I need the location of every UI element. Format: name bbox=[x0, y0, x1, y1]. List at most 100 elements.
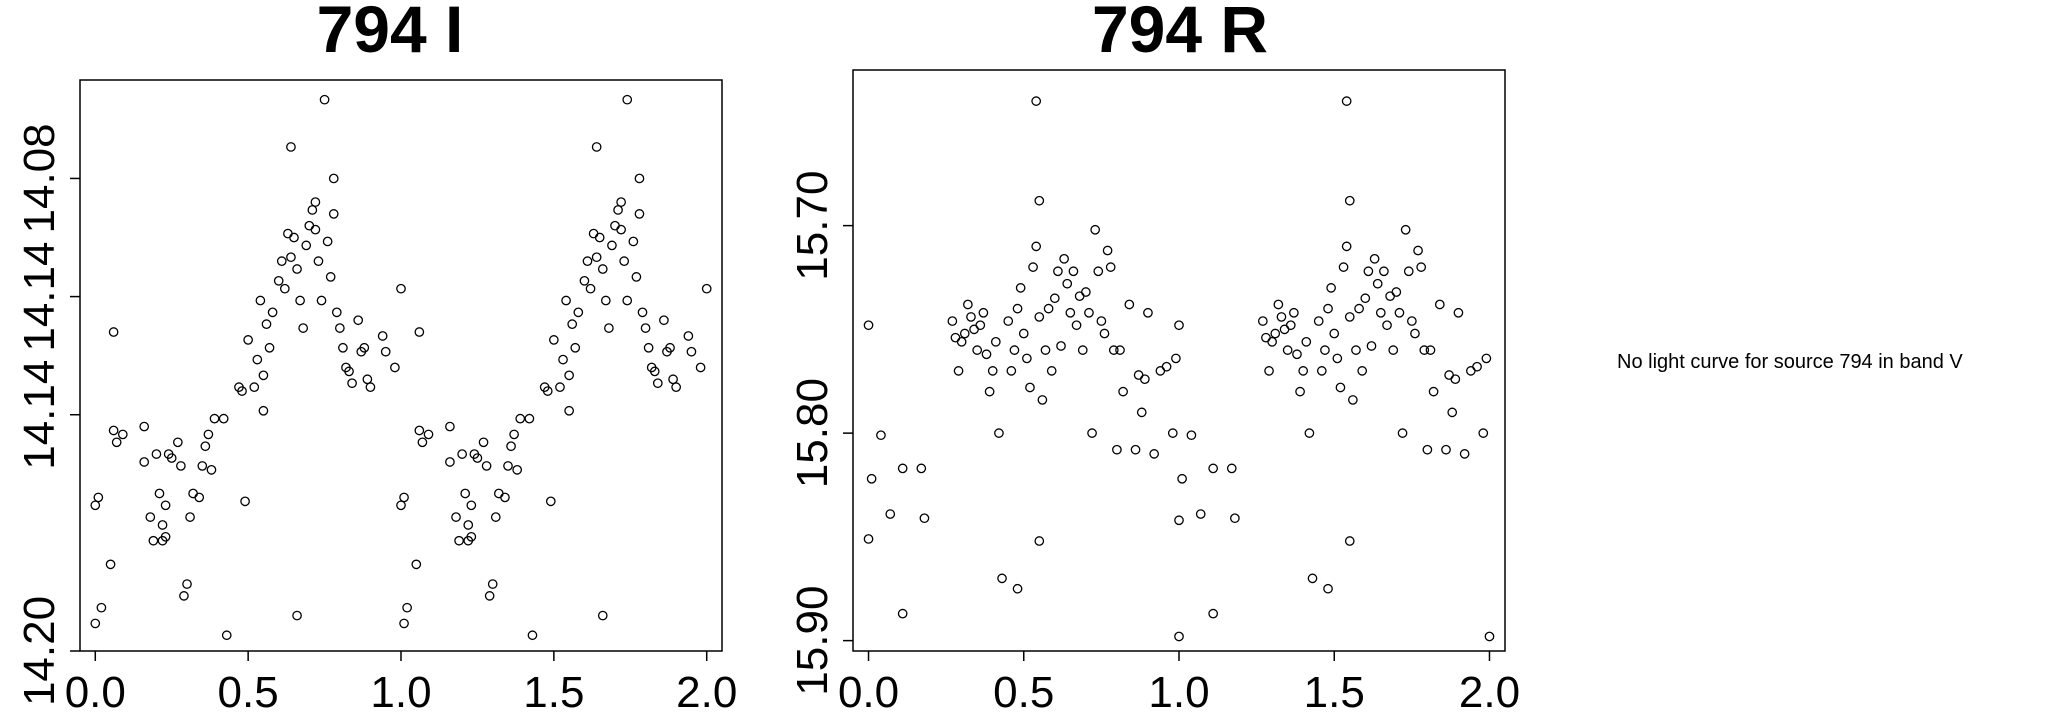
data-point bbox=[365, 382, 376, 393]
data-point bbox=[1059, 253, 1069, 264]
data-point bbox=[1279, 324, 1290, 335]
data-point bbox=[1298, 366, 1309, 376]
data-point bbox=[316, 295, 327, 306]
data-point bbox=[527, 630, 538, 641]
data-point bbox=[963, 299, 973, 310]
data-point bbox=[512, 465, 523, 475]
data-point bbox=[1472, 361, 1482, 372]
data-point bbox=[671, 382, 681, 393]
x-tick-label: 1.5 bbox=[523, 668, 584, 712]
data-point bbox=[325, 272, 336, 282]
data-point bbox=[347, 378, 357, 389]
data-point bbox=[399, 618, 409, 629]
data-point bbox=[286, 252, 296, 263]
data-point bbox=[1031, 96, 1042, 106]
data-point bbox=[616, 197, 626, 207]
data-point bbox=[151, 449, 162, 459]
data-point bbox=[463, 520, 474, 530]
data-point bbox=[1053, 266, 1063, 277]
data-point bbox=[481, 461, 492, 471]
data-point bbox=[1379, 266, 1389, 277]
chart-panel-r-band: 794 R 0.0 0.5 1.0 1.5 2.0 15.70 15.80 15.90 bbox=[788, 0, 1520, 712]
data-point bbox=[301, 240, 312, 251]
data-point bbox=[1012, 583, 1023, 594]
data-point bbox=[249, 382, 260, 393]
data-point bbox=[597, 610, 608, 621]
data-point bbox=[876, 430, 886, 441]
data-point bbox=[591, 142, 602, 152]
data-point bbox=[298, 323, 309, 333]
data-point bbox=[1478, 428, 1489, 438]
data-point bbox=[1316, 366, 1327, 376]
data-point bbox=[1267, 336, 1277, 347]
data-point bbox=[160, 500, 171, 511]
data-point bbox=[283, 228, 293, 239]
data-point bbox=[1465, 366, 1476, 376]
data-point bbox=[984, 386, 995, 397]
plot-frame bbox=[79, 79, 723, 652]
data-point bbox=[634, 173, 645, 184]
data-point bbox=[579, 275, 590, 286]
data-point bbox=[1096, 316, 1107, 326]
data-point bbox=[1335, 382, 1346, 393]
data-point bbox=[1332, 353, 1343, 364]
data-point bbox=[1025, 382, 1035, 393]
data-point bbox=[506, 441, 516, 452]
data-point bbox=[414, 327, 425, 337]
data-point bbox=[451, 512, 461, 522]
y-tick-label: 15.80 bbox=[788, 378, 837, 488]
data-point bbox=[160, 531, 171, 542]
data-points bbox=[90, 94, 712, 641]
data-point bbox=[959, 328, 970, 339]
data-point bbox=[359, 342, 370, 353]
data-point bbox=[549, 335, 559, 345]
data-point bbox=[1174, 631, 1184, 642]
data-point bbox=[597, 264, 608, 274]
data-point bbox=[1295, 386, 1305, 397]
data-point bbox=[863, 320, 874, 331]
data-point bbox=[628, 236, 639, 247]
data-point bbox=[1357, 366, 1368, 376]
data-point bbox=[457, 449, 467, 459]
data-point bbox=[616, 224, 626, 235]
data-point bbox=[956, 336, 967, 347]
data-point bbox=[1484, 631, 1495, 642]
data-point bbox=[897, 608, 908, 619]
data-point bbox=[1090, 224, 1101, 235]
data-point bbox=[1351, 345, 1361, 355]
data-point bbox=[108, 425, 119, 436]
data-point bbox=[1028, 262, 1038, 272]
data-point bbox=[619, 256, 630, 266]
data-point bbox=[558, 354, 568, 365]
data-point bbox=[286, 142, 296, 152]
data-point bbox=[111, 437, 122, 448]
data-point bbox=[1167, 428, 1178, 438]
data-point bbox=[570, 342, 581, 353]
axes: 0.0 0.5 1.0 1.5 2.0 14.08 14.14 14.14 14.20 bbox=[15, 123, 737, 712]
data-point bbox=[1403, 266, 1414, 277]
data-point bbox=[390, 362, 400, 373]
data-point bbox=[93, 492, 104, 503]
data-point bbox=[194, 492, 205, 503]
data-point bbox=[1102, 245, 1113, 256]
data-points bbox=[863, 96, 1495, 642]
data-point bbox=[1155, 366, 1166, 376]
data-point bbox=[1323, 303, 1333, 314]
data-point bbox=[1344, 312, 1355, 322]
data-point bbox=[1372, 278, 1383, 289]
data-point bbox=[1382, 320, 1392, 331]
data-point bbox=[310, 224, 321, 235]
data-point bbox=[1012, 303, 1023, 314]
data-point bbox=[1273, 299, 1284, 310]
data-point bbox=[200, 441, 211, 452]
x-tick-label: 0.5 bbox=[993, 668, 1054, 712]
data-point bbox=[1419, 345, 1430, 355]
data-point bbox=[668, 374, 678, 385]
y-tick-label: 15.90 bbox=[788, 586, 837, 696]
data-point bbox=[1226, 463, 1237, 474]
data-point bbox=[1444, 370, 1454, 380]
data-point bbox=[1149, 449, 1160, 459]
data-point bbox=[1046, 366, 1057, 376]
data-point bbox=[154, 488, 165, 499]
